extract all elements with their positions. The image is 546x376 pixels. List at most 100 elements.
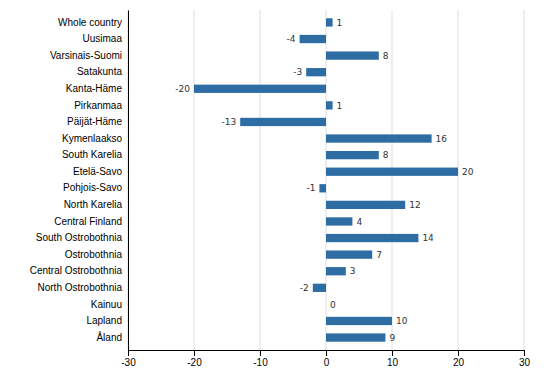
- bar: [194, 85, 326, 93]
- y-tick-label: South Ostrobothnia: [36, 232, 123, 243]
- bar: [326, 101, 333, 109]
- data-label: 4: [356, 217, 362, 227]
- y-tick: Ostrobothnia: [65, 249, 128, 260]
- data-label: 9: [389, 333, 395, 343]
- bar: [326, 134, 432, 142]
- y-tick-label: Päijät-Häme: [67, 116, 122, 127]
- bar: [326, 300, 327, 308]
- data-label: 12: [409, 200, 420, 210]
- y-axis: Whole countryUusimaaVarsinais-SuomiSatak…: [30, 11, 129, 351]
- x-tick-label: -30: [121, 357, 136, 368]
- bar: [300, 35, 326, 43]
- y-tick-label: Central Finland: [54, 216, 122, 227]
- y-tick-label: Pohjois-Savo: [63, 182, 122, 193]
- y-tick-label: North Ostrobothnia: [38, 282, 123, 293]
- x-axis: -30 -20 -10 0 10 20 30: [121, 350, 530, 368]
- bar: [326, 317, 392, 325]
- data-label: 16: [436, 134, 448, 144]
- grid-line: [458, 10, 459, 350]
- x-tick: 20: [453, 350, 465, 368]
- grid-line: [260, 10, 261, 350]
- bar: [326, 168, 458, 176]
- bar: [313, 284, 326, 292]
- x-tick: 30: [519, 350, 531, 368]
- y-tick: Central Finland: [54, 216, 128, 227]
- x-tick-mark: [458, 350, 459, 356]
- y-tick: North Ostrobothnia: [38, 282, 129, 293]
- x-tick: 10: [387, 350, 399, 368]
- y-tick-label: Åland: [96, 331, 122, 343]
- y-tick: Satakunta: [77, 66, 128, 77]
- data-label: 8: [383, 51, 389, 61]
- y-tick: Pohjois-Savo: [63, 182, 128, 193]
- data-label: -3: [293, 67, 302, 77]
- y-tick-label: Pirkanmaa: [74, 100, 122, 111]
- grid-line: [524, 10, 525, 350]
- x-tick-mark: [524, 350, 525, 356]
- y-tick: Varsinais-Suomi: [50, 50, 128, 61]
- data-label: 1: [337, 101, 343, 111]
- data-label: -1: [306, 183, 315, 193]
- data-label: 14: [422, 233, 434, 243]
- data-label: -13: [221, 117, 236, 127]
- x-tick: -10: [253, 350, 268, 368]
- y-tick-label: Etelä-Savo: [73, 166, 122, 177]
- x-tick-mark: [260, 350, 261, 356]
- y-tick: Kainuu: [91, 299, 128, 310]
- y-tick-label: Kanta-Häme: [66, 83, 123, 94]
- x-tick: 0: [324, 350, 330, 368]
- y-tick-label: Kainuu: [91, 299, 122, 310]
- grid-line: [194, 10, 195, 350]
- y-tick-label: Satakunta: [77, 66, 122, 77]
- data-label: 3: [350, 266, 356, 276]
- bar: [319, 184, 326, 192]
- data-label: -2: [300, 283, 309, 293]
- y-tick-label: South Karelia: [62, 149, 122, 160]
- x-tick: -30: [121, 350, 136, 368]
- chart-svg: -30 -20 -10 0 10 20 30 Whole countryUusimaaVars…: [0, 0, 546, 376]
- bar: [326, 151, 379, 159]
- x-tick: -20: [187, 350, 202, 368]
- data-label: 10: [396, 316, 408, 326]
- grid-line: [392, 10, 393, 350]
- bar: [326, 250, 372, 258]
- data-label: 7: [376, 250, 382, 260]
- y-tick: Päijät-Häme: [67, 116, 128, 127]
- x-tick-label: -20: [187, 357, 202, 368]
- y-tick: Whole country: [58, 17, 128, 28]
- x-tick-mark: [326, 350, 327, 356]
- data-label: 20: [462, 167, 474, 177]
- y-tick: Kanta-Häme: [66, 83, 128, 94]
- y-axis-line: [128, 11, 129, 351]
- data-labels: 1-48-3-201-1316820-11241473-20109: [175, 18, 473, 343]
- x-tick-mark: [128, 350, 129, 356]
- y-tick: North Karelia: [64, 199, 128, 210]
- grid: [128, 10, 524, 350]
- x-tick-mark: [392, 350, 393, 356]
- y-tick: Kymenlaakso: [62, 133, 128, 144]
- y-tick-label: North Karelia: [64, 199, 123, 210]
- x-tick-label: 30: [519, 357, 531, 368]
- bars: [194, 18, 458, 341]
- bar: [326, 267, 346, 275]
- x-tick-label: 10: [387, 357, 399, 368]
- y-tick-label: Central Ostrobothnia: [30, 265, 123, 276]
- x-axis-line: [129, 351, 525, 357]
- grid-line: [326, 10, 327, 350]
- plot-area: -30 -20 -10 0 10 20 30 Whole countryUusimaaVars…: [30, 10, 531, 368]
- y-tick: Etelä-Savo: [73, 166, 128, 177]
- data-label: 1: [337, 18, 343, 28]
- bar: [326, 234, 418, 242]
- y-tick-label: Kymenlaakso: [62, 133, 122, 144]
- data-label: -20: [175, 84, 190, 94]
- y-tick: Lapland: [86, 315, 128, 326]
- bar: [240, 118, 326, 126]
- y-tick: South Ostrobothnia: [36, 232, 128, 243]
- y-tick-label: Varsinais-Suomi: [50, 50, 122, 61]
- bar: [306, 68, 326, 76]
- y-tick: Central Ostrobothnia: [30, 265, 128, 276]
- y-tick: Pirkanmaa: [74, 100, 128, 111]
- grid-line: [128, 10, 129, 350]
- y-tick-label: Ostrobothnia: [65, 249, 123, 260]
- bar: [326, 51, 379, 59]
